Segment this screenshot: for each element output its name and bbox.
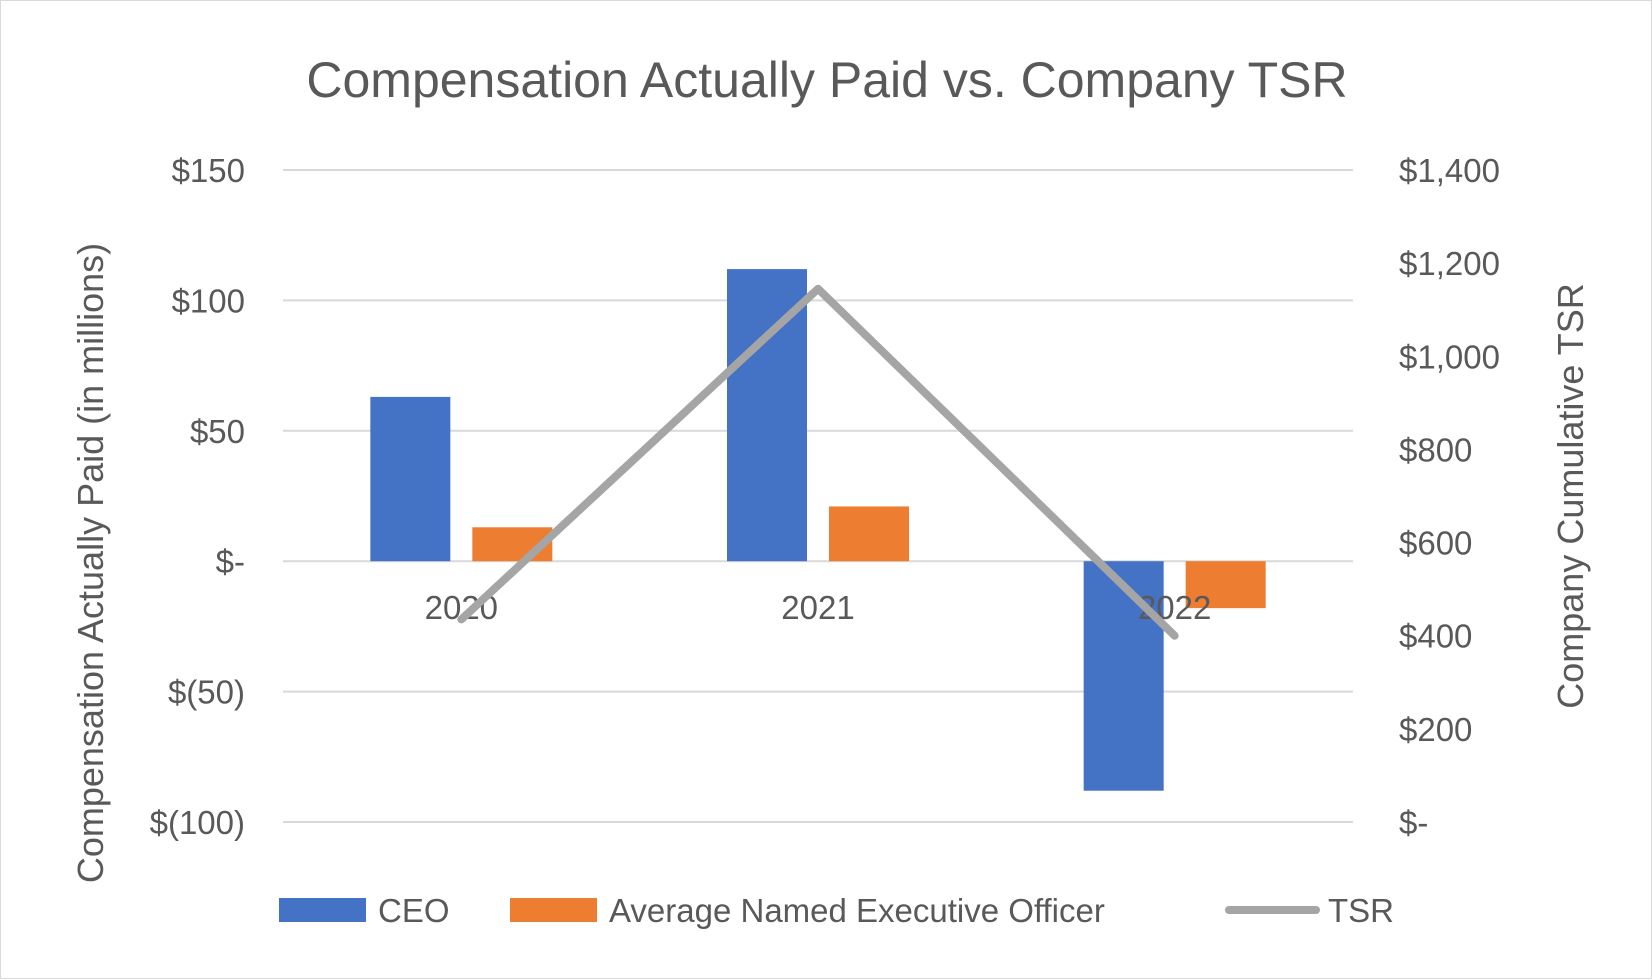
right-tick-label: $600	[1399, 525, 1472, 562]
right-tick-label: $1,200	[1399, 245, 1500, 282]
legend-swatch	[279, 898, 366, 922]
ceo-bar	[370, 396, 451, 562]
left-tick-label: $(100)	[150, 804, 245, 841]
right-tick-label: $400	[1399, 618, 1472, 655]
left-tick-label: $(50)	[168, 674, 245, 711]
right-axis-title: Company Cumulative TSR	[1550, 283, 1591, 709]
legend: CEO Average Named Executive Officer TSR	[279, 892, 1394, 929]
chart-title: Compensation Actually Paid vs. Company T…	[306, 52, 1347, 108]
right-axis-ticks: $- $200 $400 $600 $800 $1,000 $1,200 $1,400	[1399, 152, 1500, 841]
neo-bar	[829, 506, 909, 562]
category-label: 2021	[781, 589, 854, 626]
legend-ceo: CEO	[279, 892, 450, 929]
bars	[370, 269, 1266, 791]
left-tick-label: $150	[172, 152, 245, 189]
legend-label: CEO	[378, 892, 450, 929]
left-axis-ticks: $(100) $(50) $- $50 $100 $150	[150, 152, 245, 841]
right-tick-label: $800	[1399, 431, 1472, 468]
right-tick-label: $200	[1399, 711, 1472, 748]
left-axis-title: Compensation Actually Paid (in millions)	[70, 243, 111, 883]
left-tick-label: $100	[172, 282, 245, 319]
right-tick-label: $1,000	[1399, 338, 1500, 375]
ceo-bar	[1083, 561, 1164, 791]
legend-tsr: TSR	[1225, 892, 1394, 929]
legend-label: TSR	[1328, 892, 1394, 929]
neo-bar	[1185, 561, 1266, 609]
left-tick-label: $-	[216, 543, 245, 580]
tsr-line	[457, 284, 1179, 640]
gridlines	[283, 169, 1353, 823]
left-tick-label: $50	[190, 413, 245, 450]
right-tick-label: $-	[1399, 804, 1428, 841]
tsr-line-layer	[457, 284, 1179, 640]
right-tick-label: $1,400	[1399, 152, 1500, 189]
ceo-bar	[727, 269, 807, 562]
legend-label: Average Named Executive Officer	[609, 892, 1105, 929]
legend-swatch	[510, 898, 597, 922]
legend-neo: Average Named Executive Officer	[510, 892, 1105, 929]
